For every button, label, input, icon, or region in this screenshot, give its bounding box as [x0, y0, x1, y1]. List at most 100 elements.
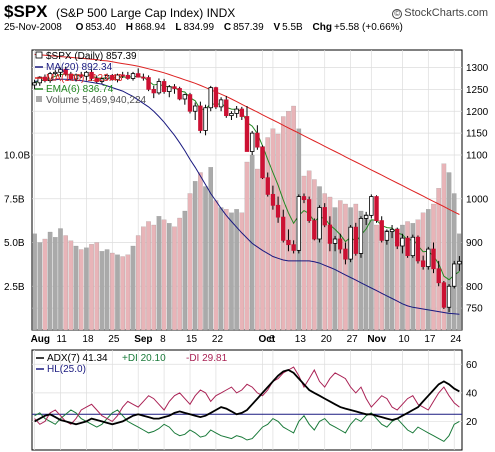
candle-body: [130, 73, 136, 79]
candle-body: [374, 196, 379, 222]
chart-header: $SPX (S&P 500 Large Cap Index) INDX © Sto…: [4, 2, 492, 42]
volume-bar: [291, 105, 296, 331]
candle-body: [32, 82, 37, 86]
price-tick-label: 1300: [466, 63, 489, 74]
candle-body: [358, 218, 364, 254]
volume-bar: [400, 224, 405, 331]
candle-body: [73, 74, 79, 80]
volume-bar: [192, 181, 198, 331]
candle-body: [312, 220, 317, 240]
candle-body: [37, 76, 42, 84]
brand-logo: © StockCharts.com: [392, 7, 488, 19]
volume-bar: [99, 251, 105, 331]
volume-bar: [229, 212, 234, 331]
volume-bar: [317, 186, 322, 331]
date-tick-label: 6: [269, 334, 275, 345]
date-tick-label: 24: [450, 334, 462, 345]
candle-body: [167, 86, 172, 92]
volume-bar: [130, 245, 136, 331]
price-legend-entry: MA(20) 892.34: [46, 62, 113, 73]
candle-body: [420, 260, 426, 267]
date-tick-label: Sep: [134, 334, 152, 345]
volume-bar: [327, 196, 333, 331]
volume-bar: [358, 210, 364, 331]
date-tick-label: 8: [160, 334, 166, 345]
candle-body: [172, 86, 177, 89]
price-legend-entry: EMA(6) 836.74: [46, 84, 114, 95]
volume-tick-label: 10.0B: [4, 151, 30, 162]
candle-body: [249, 132, 255, 152]
volume-bar: [312, 179, 317, 331]
candle-body: [110, 74, 115, 81]
price-tick-label: 800: [466, 282, 483, 293]
volume-bar: [265, 137, 270, 331]
volume-bar: [146, 221, 151, 331]
volume-bar: [161, 219, 167, 331]
volume-bar: [203, 186, 208, 331]
volume-bar: [198, 172, 203, 331]
candle-body: [125, 74, 131, 79]
low-label: L: [175, 22, 182, 33]
candle-body: [208, 87, 213, 109]
close-value: 857.39: [233, 22, 264, 33]
high-label: H: [125, 22, 133, 33]
volume-bar: [63, 235, 68, 331]
volume-label: V: [273, 22, 281, 33]
candle-body: [135, 73, 141, 78]
volume-bar: [275, 133, 281, 331]
candle-body: [234, 108, 239, 114]
volume-bar: [135, 235, 141, 331]
candle-body: [89, 71, 94, 79]
candle-body: [239, 108, 245, 117]
price-tick-label: 1100: [466, 151, 488, 162]
volume-bar: [457, 233, 462, 331]
candle-body: [182, 94, 188, 100]
volume-bar: [89, 244, 94, 331]
candle-body: [446, 285, 452, 308]
candle-body: [384, 231, 390, 241]
volume-bar: [208, 167, 214, 331]
symbol: $SPX: [4, 2, 48, 21]
candle-body: [286, 239, 291, 246]
volume-bar: [384, 230, 390, 331]
candle-body: [146, 77, 151, 90]
candle-body: [244, 116, 250, 152]
candle-body: [363, 214, 369, 219]
candle-body: [203, 107, 208, 131]
volume-bar: [213, 200, 219, 331]
candle-body: [405, 237, 410, 257]
candle-body: [317, 207, 322, 240]
candle-body: [120, 74, 125, 77]
ohlc-summary: 25-Nov-2008 O 853.40 H 868.94 L 834.99 C 857…: [4, 22, 403, 33]
date-tick-label: Oct: [259, 334, 276, 345]
volume-bar: [187, 193, 193, 331]
candle-body: [322, 207, 327, 226]
adx-panel-frame: [31, 349, 463, 451]
candle-body: [431, 248, 436, 270]
candle-body: [291, 244, 296, 251]
volume-bar: [172, 226, 177, 331]
volume-bar: [104, 249, 110, 331]
candle-body: [94, 78, 99, 82]
volume-bar: [348, 207, 353, 331]
candle-body: [415, 236, 421, 262]
candle-body: [187, 94, 193, 112]
volume-bar: [234, 209, 239, 331]
adx-tick-label: 60: [466, 360, 478, 371]
volume-tick-label: 2.5B: [4, 282, 25, 293]
candle-body: [99, 78, 105, 82]
candle-body: [63, 68, 68, 75]
candle-body: [229, 113, 234, 117]
volume-bar: [420, 212, 426, 331]
date-tick-label: 27: [347, 334, 359, 345]
candle-body: [260, 146, 265, 179]
adx-tick-label: 20: [466, 417, 478, 428]
date-tick-label: 11: [56, 334, 67, 345]
volume-bar: [53, 237, 58, 331]
volume-bar: [47, 231, 53, 331]
legend-candle-icon: [35, 51, 43, 59]
volume-tick-label: 7.5B: [4, 194, 25, 205]
candle-body: [84, 71, 89, 77]
volume-bar: [125, 254, 131, 331]
price-tick-label: 1200: [466, 107, 489, 118]
